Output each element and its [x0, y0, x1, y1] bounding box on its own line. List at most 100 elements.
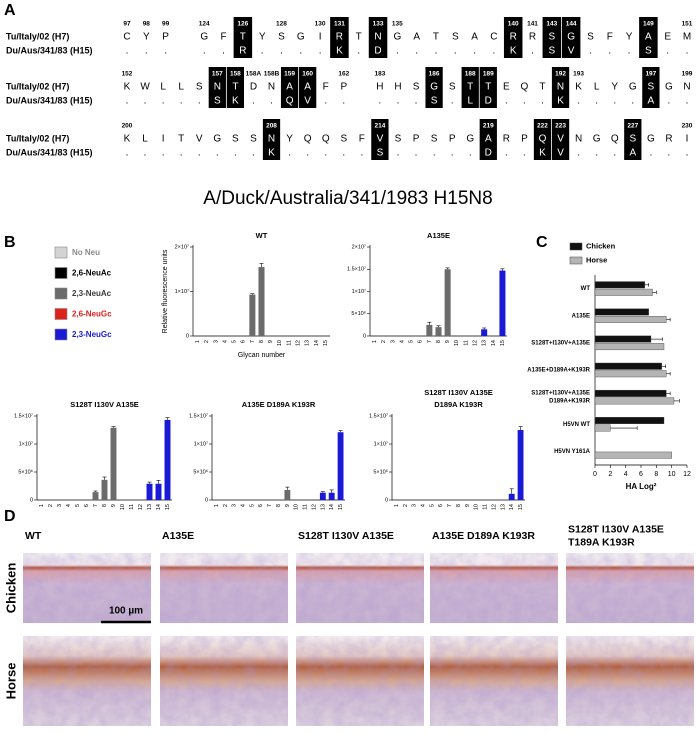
bar	[337, 432, 344, 500]
strain-label: Du/Aus/341/83 (H15)	[6, 45, 93, 55]
position-number: 227	[627, 123, 638, 130]
category-label: A135E	[572, 313, 590, 319]
y-tick-label: 0	[205, 497, 208, 503]
residue: .	[216, 148, 219, 159]
residue: I	[319, 32, 322, 43]
residue: T	[539, 82, 545, 93]
residue: N	[683, 82, 690, 93]
residue: .	[144, 148, 147, 159]
residue: .	[451, 148, 454, 159]
tissue-texture	[296, 553, 424, 623]
residue: R	[336, 32, 343, 43]
tissue-texture	[566, 553, 694, 623]
position-number: 140	[508, 21, 519, 28]
position-number: 133	[373, 21, 384, 28]
residue: A	[629, 148, 636, 159]
legend-swatch	[569, 242, 583, 251]
residue: L	[142, 134, 148, 145]
x-tick-label: 12	[491, 504, 497, 510]
residue: S	[340, 134, 347, 145]
x-tick-label: 10	[454, 340, 460, 346]
y-tick-label: 5×10⁶	[351, 310, 366, 317]
x-tick-label: 14	[156, 504, 162, 510]
residue: .	[473, 46, 476, 57]
residue: K	[510, 46, 517, 57]
legend-label: Chicken	[586, 241, 616, 250]
residue: .	[324, 96, 327, 107]
residue: R	[510, 32, 517, 43]
category-label: S128T+I130V+A135E	[531, 340, 590, 346]
legend-label: 2,3-NeuGc	[72, 330, 112, 339]
residue: P	[449, 134, 456, 145]
x-tick-label: 15	[500, 340, 506, 346]
residue: P	[340, 82, 347, 93]
x-tick-label: 1	[214, 504, 220, 507]
chart-title: S128T I130V A135E	[424, 388, 493, 397]
position-number: 141	[527, 21, 538, 28]
strain-label: Du/Aus/341/83 (H15)	[6, 147, 93, 157]
x-tick-label: 15	[518, 504, 524, 510]
x-tick-label: 5	[232, 340, 238, 343]
highlight-box	[299, 67, 317, 108]
residue: W	[140, 82, 150, 93]
tissue-texture	[160, 553, 288, 623]
residue: .	[234, 148, 237, 159]
category-label: S128T+I130V+A135E	[531, 391, 590, 397]
residue: .	[397, 148, 400, 159]
y-axis-label: Relative fluorescence units	[162, 249, 169, 333]
bar	[284, 489, 291, 500]
x-tick-label: 7	[427, 340, 433, 343]
bar	[92, 492, 99, 500]
residue: P	[162, 32, 169, 43]
strain-label: Tu/Italy/02 (H7)	[6, 31, 69, 41]
y-tick-label: 1.5×10⁷	[347, 266, 366, 273]
residue: S	[377, 148, 384, 159]
highlight-box	[533, 119, 552, 160]
residue: V	[377, 134, 384, 145]
x-tick-label: 5	[249, 504, 255, 507]
position-number: 158	[230, 71, 241, 78]
residue: N	[575, 134, 582, 145]
x-tick-label: 1	[39, 504, 45, 507]
bar	[435, 327, 442, 336]
x-tick-label: 7	[447, 504, 453, 507]
legend-label: 2,6-NeuAc	[72, 269, 112, 278]
residue: E	[503, 82, 510, 93]
residue: K	[124, 134, 131, 145]
chart-title: A135E D189A K193R	[242, 400, 316, 409]
bar	[594, 343, 665, 351]
position-number: 186	[429, 71, 440, 78]
highlight-box	[479, 119, 497, 160]
residue: A	[286, 82, 293, 93]
position-number: 219	[483, 123, 494, 130]
residue: .	[145, 46, 148, 57]
residue: C	[490, 32, 497, 43]
x-tick-label: 12	[472, 340, 478, 346]
residue: .	[180, 148, 183, 159]
x-tick-label: 3	[213, 340, 219, 343]
residue: .	[523, 96, 526, 107]
residue: N	[214, 82, 221, 93]
x-tick-label: 9	[465, 504, 471, 507]
residue: D	[250, 82, 257, 93]
x-tick-label: 8	[259, 340, 265, 343]
x-tick-label: 7	[267, 504, 273, 507]
x-tick-label: 0	[593, 471, 597, 478]
residue: .	[252, 96, 255, 107]
x-tick-label: 14	[491, 340, 497, 346]
highlight-box	[503, 17, 523, 58]
x-tick-label: 10	[277, 340, 283, 346]
position-number: 128	[276, 21, 287, 28]
residue: P	[413, 134, 420, 145]
x-tick-label: 4	[399, 340, 405, 343]
legend-label: 2,3-NeuAc	[72, 289, 112, 298]
panel-label: B	[4, 234, 16, 251]
residue: I	[162, 134, 165, 145]
residue: S	[431, 134, 438, 145]
residue: .	[577, 148, 580, 159]
residue: R	[503, 134, 510, 145]
y-tick-label: 2×10⁷	[352, 243, 366, 250]
residue: .	[666, 46, 669, 57]
bar	[594, 281, 646, 289]
residue: K	[232, 96, 239, 107]
